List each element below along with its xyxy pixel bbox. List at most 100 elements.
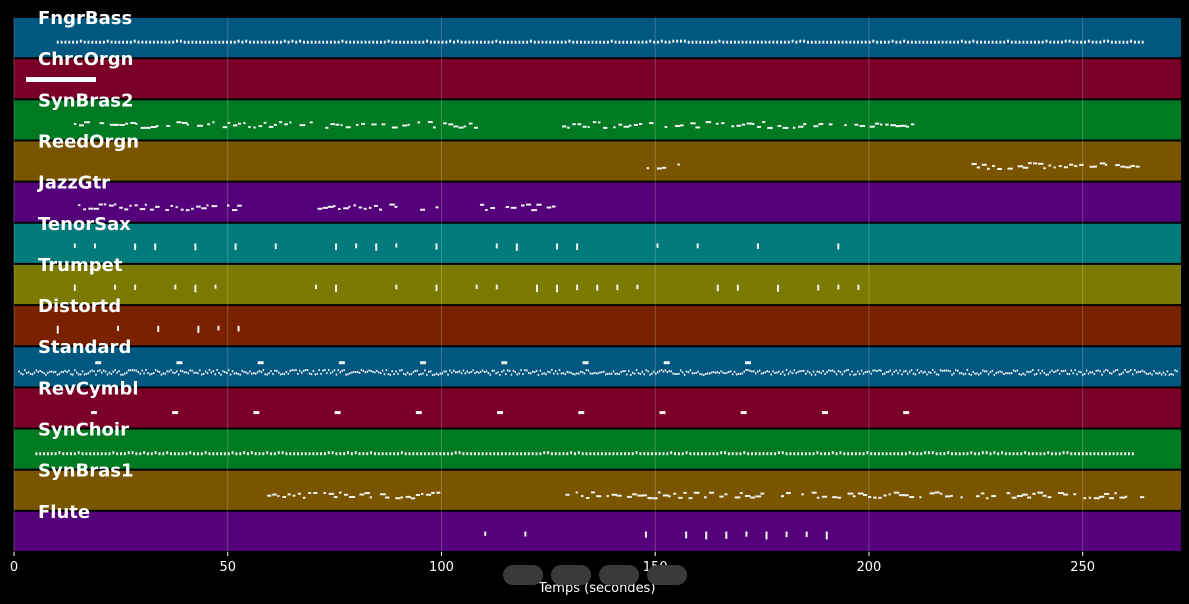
note (193, 371, 195, 374)
note (462, 369, 465, 372)
note (547, 370, 549, 373)
note (191, 40, 194, 44)
note (772, 40, 775, 44)
note (114, 203, 117, 206)
note (399, 40, 402, 44)
note (722, 371, 724, 374)
note (1130, 369, 1132, 372)
note (397, 452, 400, 456)
note (189, 369, 191, 372)
note (216, 452, 219, 456)
note (324, 369, 326, 372)
note (808, 371, 811, 374)
note (1035, 372, 1038, 375)
note (685, 370, 688, 373)
note (821, 495, 828, 498)
note (816, 370, 819, 373)
note (797, 370, 799, 373)
note (933, 40, 936, 44)
note (400, 451, 403, 455)
note (60, 40, 63, 44)
note (368, 206, 372, 209)
note (314, 40, 317, 44)
note (881, 452, 884, 456)
note (99, 369, 101, 372)
note (873, 496, 877, 499)
note (499, 40, 502, 44)
note (712, 370, 715, 373)
note (454, 451, 457, 455)
play-button[interactable] (503, 565, 543, 585)
note (1083, 497, 1087, 500)
note (333, 40, 336, 44)
note (134, 284, 137, 291)
note (358, 371, 361, 374)
note (510, 206, 517, 209)
note (1155, 372, 1157, 375)
note (39, 369, 41, 372)
forward-button[interactable] (551, 565, 591, 585)
note (394, 205, 398, 208)
note (338, 491, 342, 494)
note (352, 40, 355, 44)
note (297, 492, 301, 495)
note (883, 40, 886, 44)
note (549, 40, 552, 44)
note (1079, 163, 1084, 166)
note (158, 370, 161, 373)
note (449, 369, 451, 372)
note (417, 121, 421, 124)
note (445, 40, 448, 44)
note (131, 369, 134, 372)
note (410, 373, 413, 376)
note (1164, 373, 1167, 376)
note (177, 452, 180, 456)
note (1133, 369, 1136, 372)
note (579, 40, 582, 44)
note (422, 372, 424, 375)
note (745, 531, 748, 537)
note (279, 373, 282, 376)
note (656, 40, 659, 44)
note (450, 452, 453, 456)
note (989, 452, 992, 456)
note (1030, 40, 1033, 44)
note (1089, 165, 1096, 168)
note (210, 371, 213, 374)
note (683, 39, 686, 43)
note (570, 451, 573, 455)
note (782, 126, 789, 129)
note (622, 40, 625, 44)
note (1057, 40, 1060, 44)
note (1027, 496, 1032, 499)
note (227, 121, 231, 124)
stop-button[interactable] (599, 565, 639, 585)
note (920, 452, 923, 456)
note (37, 370, 40, 373)
note (1072, 372, 1074, 375)
note (581, 371, 584, 374)
note (506, 369, 509, 372)
note (934, 491, 940, 494)
track-notes (56, 39, 1144, 44)
note (830, 40, 833, 44)
rewind-button[interactable] (647, 565, 687, 585)
note (741, 40, 744, 44)
track-lane (14, 347, 1181, 387)
track-lane (14, 141, 1181, 181)
note (199, 40, 202, 44)
note (375, 243, 378, 251)
note (1024, 373, 1026, 376)
note (854, 452, 857, 456)
note (441, 40, 444, 44)
note (72, 373, 74, 376)
note (470, 370, 472, 373)
note (176, 361, 183, 365)
note (276, 40, 279, 44)
note (304, 369, 307, 372)
note (1045, 373, 1047, 376)
note (260, 40, 263, 44)
note (853, 40, 856, 44)
note (520, 204, 525, 207)
note (710, 40, 713, 44)
